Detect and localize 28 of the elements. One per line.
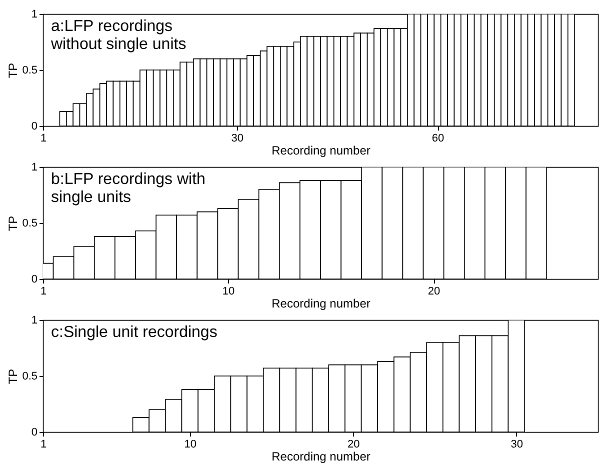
x-axis-title: Recording number	[272, 144, 370, 158]
x-tick-label: 60	[432, 132, 444, 144]
x-axis-title: Recording number	[272, 296, 370, 310]
y-tick-label: 0.5	[22, 64, 38, 76]
y-tick-label: 1	[31, 8, 38, 20]
chart-title: c:Single unit recordings	[51, 324, 218, 341]
y-axis-title: TP	[6, 62, 20, 78]
y-tick-label: 0.5	[22, 370, 38, 382]
text: a:LFP recordings without single units	[50, 18, 186, 53]
x-tick-label: 30	[231, 132, 244, 144]
x-axis-title: Recording number	[272, 450, 370, 464]
y-axis-title: TP	[6, 216, 20, 232]
x-tick-label: 1	[40, 286, 47, 298]
y-tick-label: 0	[31, 274, 38, 286]
y-tick-label: 1	[31, 162, 38, 174]
x-tick-label: 10	[222, 286, 235, 298]
y-tick-label: 1	[31, 314, 38, 326]
x-tick-label: 20	[348, 438, 360, 450]
y-tick-label: 0	[31, 426, 38, 438]
y-tick-label: 0	[31, 120, 38, 132]
x-tick-label: 1	[40, 438, 47, 450]
x-tick-label: 30	[510, 438, 524, 450]
y-tick-label: 0.5	[22, 218, 38, 230]
x-tick-label: 10	[184, 438, 197, 450]
x-tick-label: 1	[40, 132, 47, 144]
text: b:LFP recordings with single units	[51, 171, 206, 206]
x-tick-label: 20	[428, 286, 440, 298]
y-axis-title: TP	[6, 368, 20, 384]
